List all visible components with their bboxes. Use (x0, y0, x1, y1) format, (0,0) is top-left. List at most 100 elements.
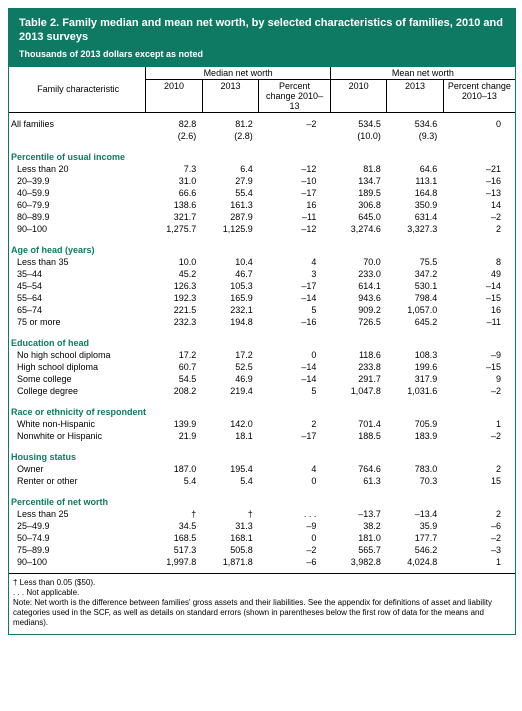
cell-median-2010: 168.5 (146, 532, 202, 544)
section-row: Race or ethnicity of respondent (9, 402, 515, 418)
cell-median-pct: –10 (259, 175, 331, 187)
cell-mean-2013: 546.2 (387, 544, 443, 556)
cell-mean-2010: 909.2 (330, 304, 386, 316)
cell-mean-2010: 1,047.8 (330, 385, 386, 397)
cell-mean-2013: 530.1 (387, 280, 443, 292)
cell-mean-pct: –11 (443, 316, 515, 328)
section-title: Education of head (9, 333, 515, 349)
cell-median-2010: 45.2 (146, 268, 202, 280)
cell-mean-2013: 64.6 (387, 163, 443, 175)
cell-mean-2010: 614.1 (330, 280, 386, 292)
cell-median-pct (259, 130, 331, 142)
table-subtitle: Thousands of 2013 dollars except as note… (19, 49, 505, 59)
cell-median-pct: –14 (259, 292, 331, 304)
cell-mean-2013: 177.7 (387, 532, 443, 544)
cell-mean-2013: 645.2 (387, 316, 443, 328)
cell-mean-pct: 49 (443, 268, 515, 280)
cell-mean-pct: 0 (443, 118, 515, 130)
row-label: 45–54 (9, 280, 146, 292)
cell-median-pct: –17 (259, 187, 331, 199)
row-label: 60–79.9 (9, 199, 146, 211)
cell-mean-pct: –21 (443, 163, 515, 175)
section-title: Percentile of net worth (9, 492, 515, 508)
section-row: Education of head (9, 333, 515, 349)
cell-median-2013: 194.8 (202, 316, 258, 328)
cell-mean-2013: 4,024.8 (387, 556, 443, 568)
section-title: Age of head (years) (9, 240, 515, 256)
table-row: 40–59.966.655.4–17189.5164.8–13 (9, 187, 515, 199)
cell-median-2013: 287.9 (202, 211, 258, 223)
cell-mean-pct: –15 (443, 292, 515, 304)
cell-mean-pct: –2 (443, 385, 515, 397)
cell-mean-2010: 764.6 (330, 463, 386, 475)
footnote-line: . . . Not applicable. (13, 588, 511, 598)
row-label: Some college (9, 373, 146, 385)
table-row: All families82.881.2–2534.5534.60 (9, 118, 515, 130)
cell-mean-pct: 8 (443, 256, 515, 268)
cell-median-2010: 221.5 (146, 304, 202, 316)
cell-mean-2010: –13.7 (330, 508, 386, 520)
table-container: Table 2. Family median and mean net wort… (8, 8, 516, 635)
cell-mean-2010: 189.5 (330, 187, 386, 199)
cell-mean-2010: 81.8 (330, 163, 386, 175)
cell-median-2010: 232.3 (146, 316, 202, 328)
table-row: 75–89.9517.3505.8–2565.7546.2–3 (9, 544, 515, 556)
cell-median-2013: 165.9 (202, 292, 258, 304)
cell-median-pct: 0 (259, 349, 331, 361)
cell-mean-2010: 306.8 (330, 199, 386, 211)
row-label: Less than 25 (9, 508, 146, 520)
row-label: 75 or more (9, 316, 146, 328)
cell-mean-2010: 291.7 (330, 373, 386, 385)
cell-median-2010: 1,997.8 (146, 556, 202, 568)
section-title: Race or ethnicity of respondent (9, 402, 515, 418)
cell-median-2010: 321.7 (146, 211, 202, 223)
cell-mean-2013: 183.9 (387, 430, 443, 442)
cell-median-pct: 0 (259, 532, 331, 544)
row-label: Less than 20 (9, 163, 146, 175)
row-label: No high school diploma (9, 349, 146, 361)
cell-median-2010: 517.3 (146, 544, 202, 556)
cell-mean-2013: 705.9 (387, 418, 443, 430)
row-label: Renter or other (9, 475, 146, 487)
cell-median-pct: –14 (259, 361, 331, 373)
cell-median-2010: 60.7 (146, 361, 202, 373)
table-row: 90–1001,275.71,125.9–123,274.63,327.32 (9, 223, 515, 235)
cell-mean-2013: 350.9 (387, 199, 443, 211)
cell-median-2010: 192.3 (146, 292, 202, 304)
row-label: 80–89.9 (9, 211, 146, 223)
cell-median-2013: 27.9 (202, 175, 258, 187)
section-row: Percentile of usual income (9, 147, 515, 163)
spacer-row (9, 568, 515, 574)
cell-median-2010: 10.0 (146, 256, 202, 268)
row-label: High school diploma (9, 361, 146, 373)
cell-mean-pct: –14 (443, 280, 515, 292)
cell-median-2010: 17.2 (146, 349, 202, 361)
cell-mean-2010: 943.6 (330, 292, 386, 304)
col-median-pct: Percent change 2010–13 (259, 79, 331, 112)
cell-median-2013: 505.8 (202, 544, 258, 556)
cell-median-2010: 21.9 (146, 430, 202, 442)
cell-median-2010: 139.9 (146, 418, 202, 430)
row-label: College degree (9, 385, 146, 397)
footnote-line: † Less than 0.05 ($50). (13, 578, 511, 588)
cell-median-2013: 1,871.8 (202, 556, 258, 568)
cell-mean-2010: (10.0) (330, 130, 386, 142)
table-row: High school diploma60.752.5–14233.8199.6… (9, 361, 515, 373)
cell-mean-pct: –13 (443, 187, 515, 199)
section-row: Age of head (years) (9, 240, 515, 256)
cell-median-pct: –12 (259, 223, 331, 235)
table-row: Less than 25††. . .–13.7–13.42 (9, 508, 515, 520)
cell-mean-2013: (9.3) (387, 130, 443, 142)
cell-mean-2013: 108.3 (387, 349, 443, 361)
cell-median-2010: 187.0 (146, 463, 202, 475)
cell-median-2013: 17.2 (202, 349, 258, 361)
table-footnotes: † Less than 0.05 ($50).. . . Not applica… (9, 574, 515, 634)
cell-mean-2010: 726.5 (330, 316, 386, 328)
cell-median-2013: 18.1 (202, 430, 258, 442)
cell-mean-2013: 317.9 (387, 373, 443, 385)
row-label: 35–44 (9, 268, 146, 280)
table-row: Less than 3510.010.4470.075.58 (9, 256, 515, 268)
cell-median-pct: –16 (259, 316, 331, 328)
cell-median-2010: 138.6 (146, 199, 202, 211)
cell-mean-2010: 3,274.6 (330, 223, 386, 235)
